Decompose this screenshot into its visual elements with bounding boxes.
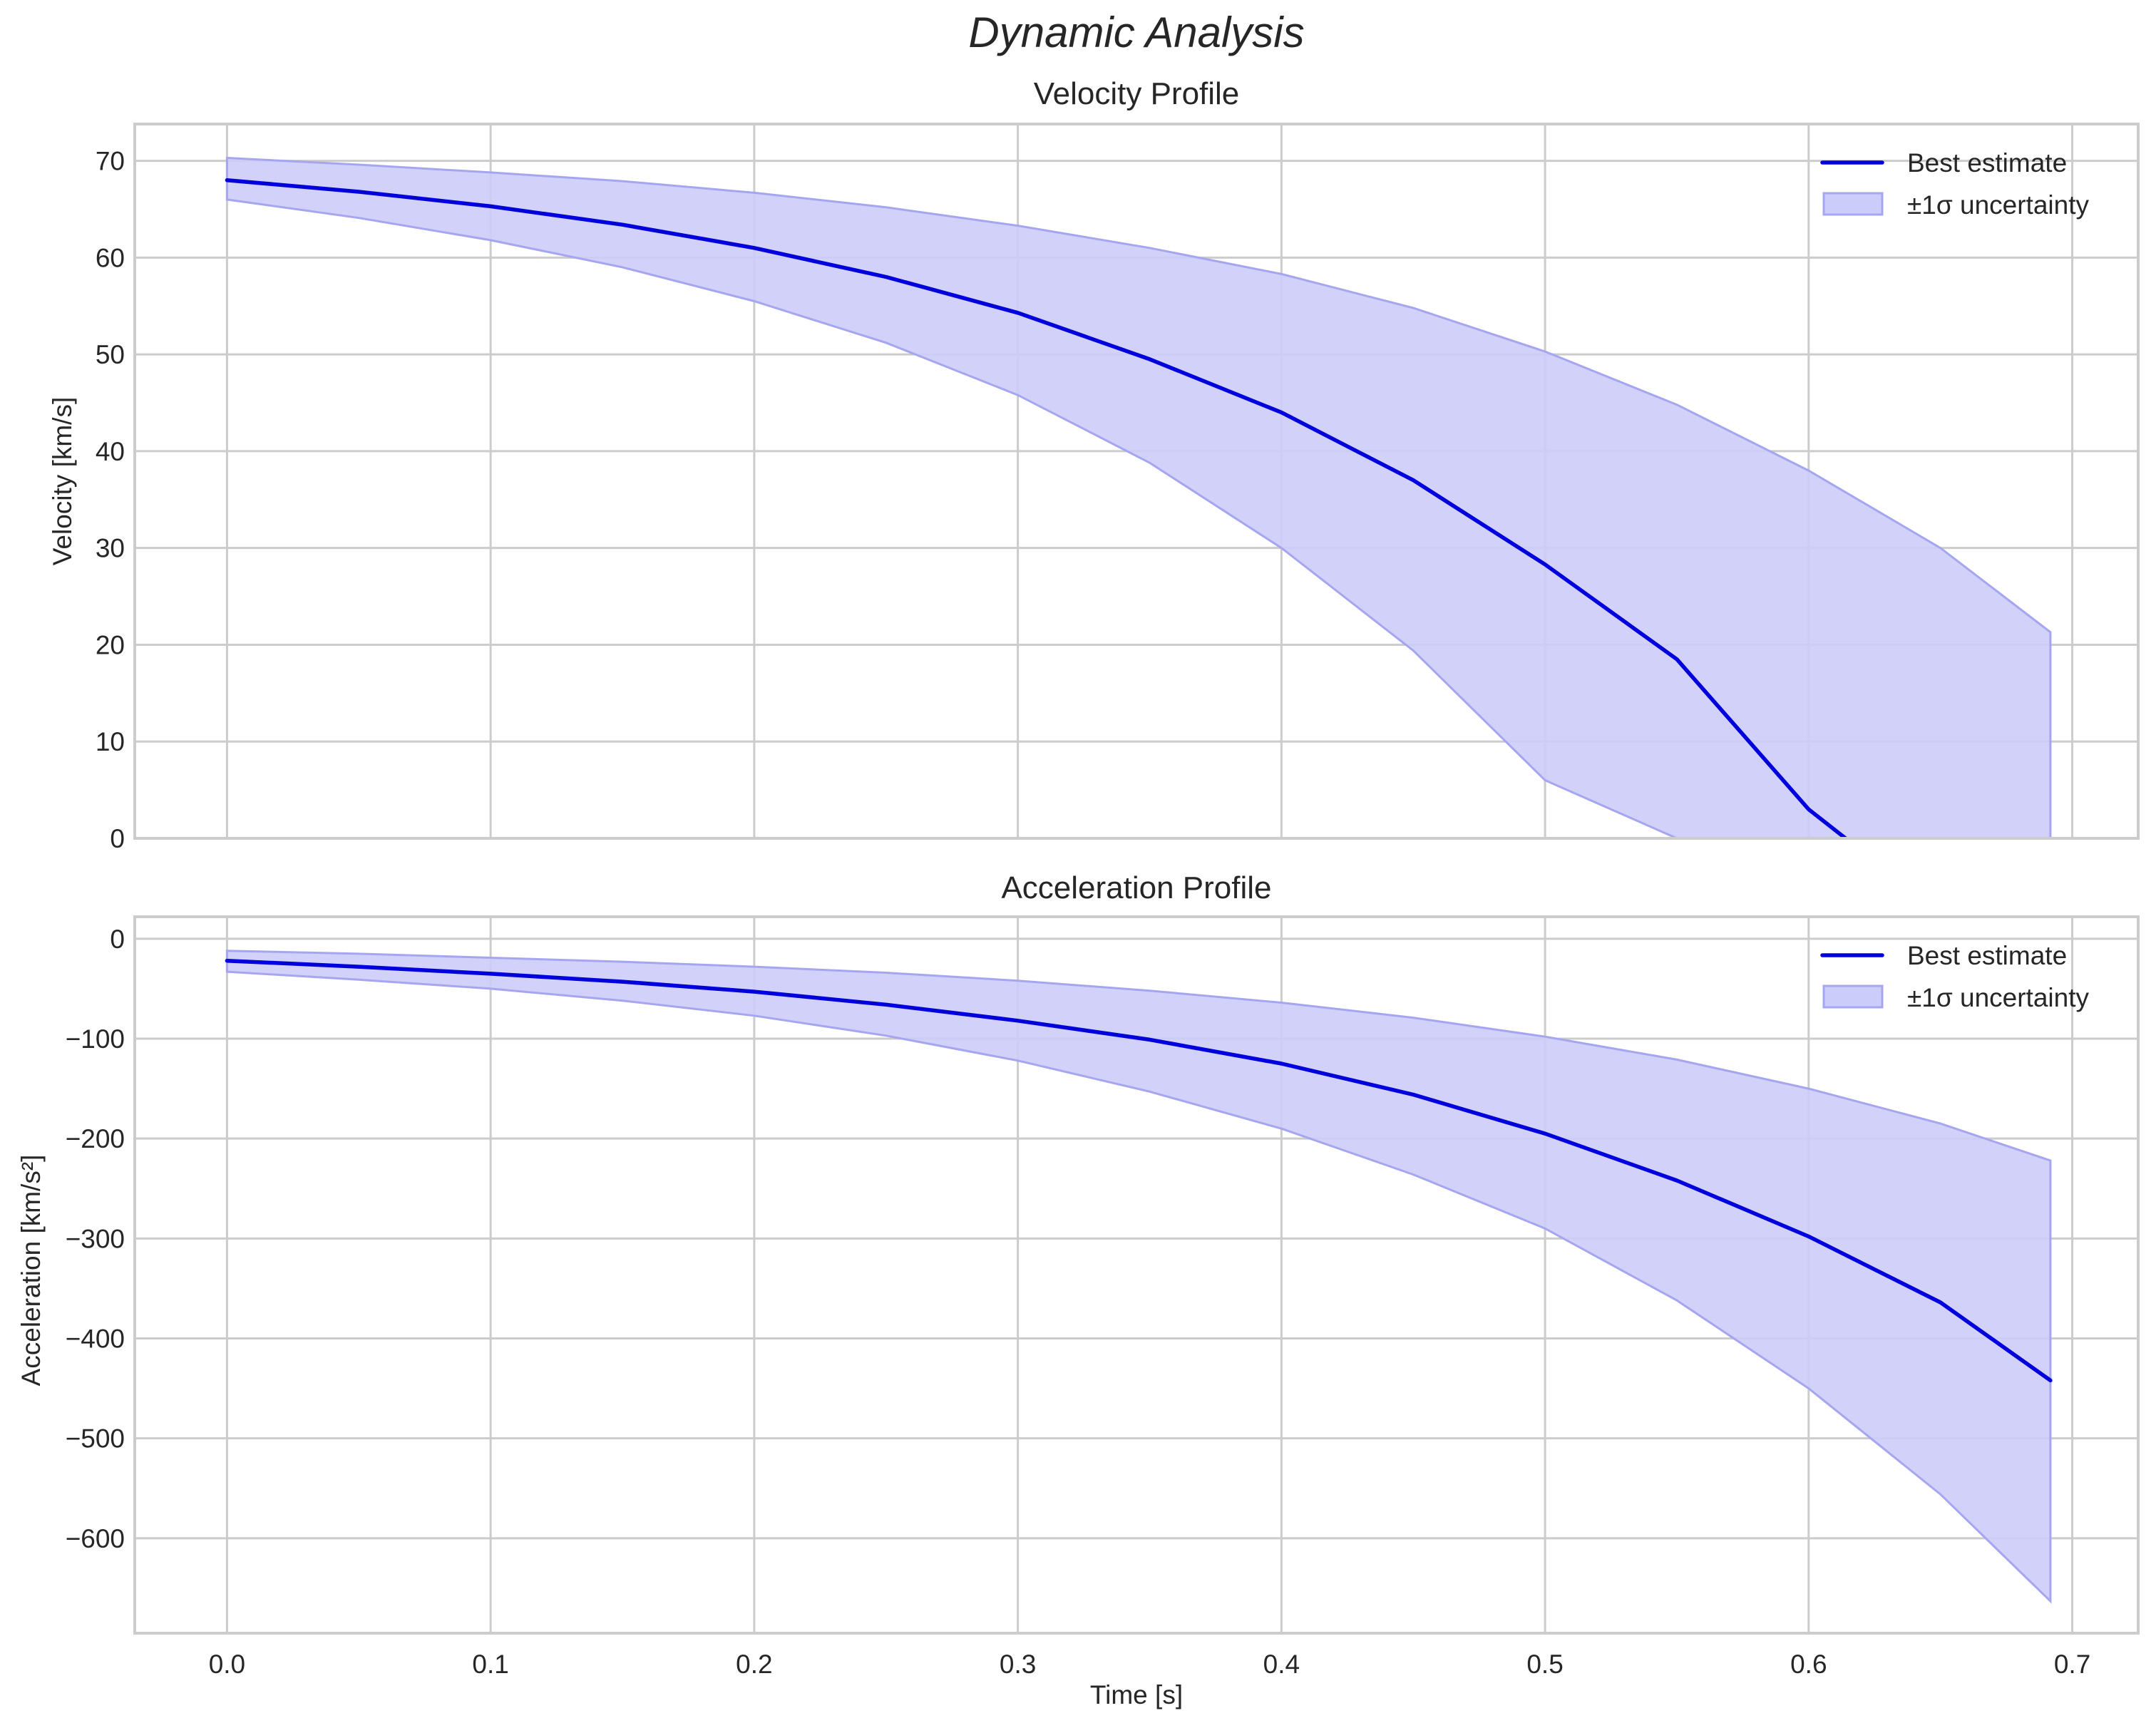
y-tick-label: −200: [66, 1124, 125, 1153]
y-tick-label: −500: [66, 1424, 125, 1454]
acceleration-plot-area: 0 −100 −200 −300 −400 −500 −600 0.0 0.1 0.2 0.3 0.4…: [66, 915, 2140, 1679]
axes-frame: [133, 123, 2140, 840]
x-tick-label: 0.0: [209, 1650, 245, 1679]
y-tick-label: 50: [96, 340, 125, 369]
y-tick-label: 60: [96, 243, 125, 272]
y-tick-label: 0: [110, 824, 125, 853]
velocity-plot-area: 0 10 20 30 40 50 60 70 Best estimate ±1σ uncertai…: [96, 123, 2140, 853]
acceleration-y-axis-label: Acceleration [km/s²]: [16, 1155, 46, 1387]
figure-suptitle: Dynamic Analysis: [968, 9, 1304, 56]
y-tick-label: 20: [96, 630, 125, 659]
legend-label-best-estimate: Best estimate: [1907, 148, 2067, 178]
legend-band-swatch: [1822, 192, 1884, 216]
y-tick-label: 30: [96, 534, 125, 563]
tick-labels: 0 10 20 30 40 50 60 70: [96, 147, 125, 853]
legend-band-swatch: [1822, 984, 1884, 1009]
y-tick-label: 10: [96, 727, 125, 756]
axes-frame: [133, 915, 2140, 1635]
uncertainty-band: [225, 156, 2052, 838]
x-tick-label: 0.1: [472, 1650, 508, 1679]
x-tick-label: 0.6: [1790, 1650, 1827, 1679]
legend-label-uncertainty: ±1σ uncertainty: [1907, 190, 2089, 220]
velocity-panel-title: Velocity Profile: [1034, 76, 1240, 111]
uncertainty-band: [225, 950, 2052, 1604]
x-tick-label: 0.2: [736, 1650, 772, 1679]
y-tick-label: −400: [66, 1325, 125, 1354]
best-estimate-line: [225, 178, 1848, 838]
tick-labels: 0 −100 −200 −300 −400 −500 −600 0.0 0.1 0.2 0.3 0.4…: [66, 925, 2091, 1679]
x-tick-label: 0.3: [1000, 1650, 1036, 1679]
x-axis-label: Time [s]: [1090, 1680, 1183, 1709]
x-tick-label: 0.5: [1526, 1650, 1563, 1679]
y-tick-label: −300: [66, 1224, 125, 1253]
legend-label-best-estimate: Best estimate: [1907, 941, 2067, 970]
x-tick-label: 0.4: [1263, 1650, 1300, 1679]
velocity-panel: Velocity Profile Velocity [km/s] 0 10 20 30…: [48, 76, 2140, 853]
velocity-y-axis-label: Velocity [km/s]: [48, 397, 77, 565]
legend: Best estimate ±1σ uncertainty: [1820, 941, 2089, 1012]
acceleration-panel: Acceleration Profile Acceleration [km/s²…: [16, 870, 2140, 1709]
best-estimate-line: [225, 958, 2053, 1383]
y-tick-label: 70: [96, 147, 125, 176]
y-tick-label: 40: [96, 437, 125, 466]
legend-label-uncertainty: ±1σ uncertainty: [1907, 983, 2089, 1012]
y-tick-label: −600: [66, 1524, 125, 1553]
acceleration-panel-title: Acceleration Profile: [1001, 870, 1271, 905]
y-tick-label: −100: [66, 1024, 125, 1054]
y-tick-label: 0: [110, 925, 125, 954]
x-tick-label: 0.7: [2054, 1650, 2090, 1679]
legend: Best estimate ±1σ uncertainty: [1820, 148, 2089, 220]
